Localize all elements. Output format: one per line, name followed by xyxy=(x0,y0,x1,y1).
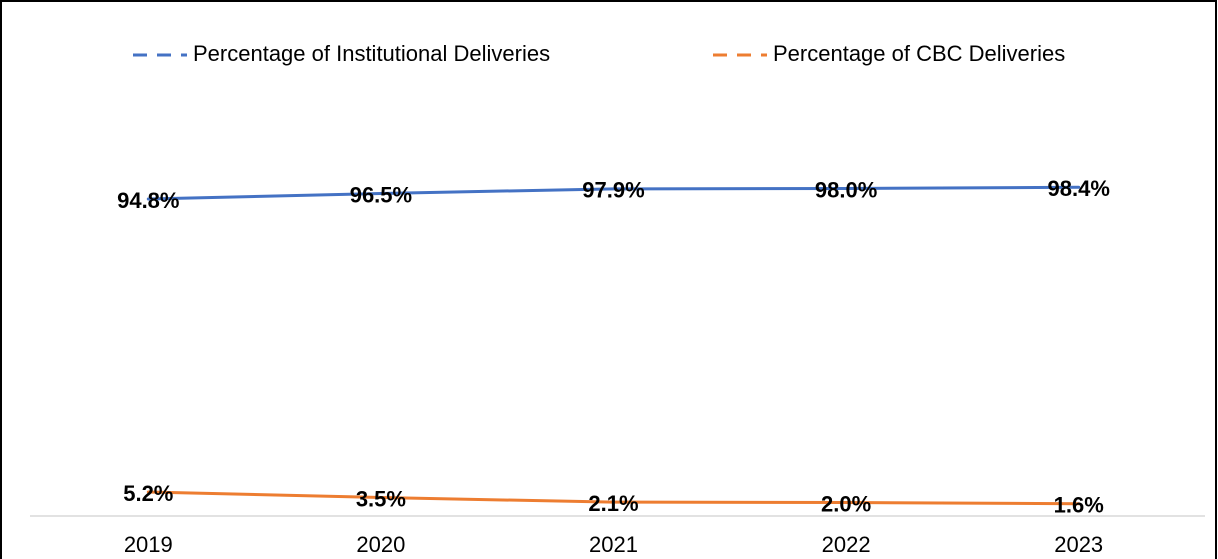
x-tick-label: 2020 xyxy=(356,532,405,557)
data-label: 98.4% xyxy=(1048,176,1110,201)
data-label: 5.2% xyxy=(123,481,173,506)
legend-label: Percentage of Institutional Deliveries xyxy=(193,41,550,66)
data-label: 3.5% xyxy=(356,486,406,511)
data-label: 97.9% xyxy=(582,178,644,203)
data-label: 98.0% xyxy=(815,177,877,202)
x-tick-label: 2021 xyxy=(589,532,638,557)
x-tick-label: 2023 xyxy=(1054,532,1103,557)
x-tick-label: 2019 xyxy=(124,532,173,557)
data-label: 2.0% xyxy=(821,491,871,516)
data-label: 1.6% xyxy=(1054,493,1104,518)
series-line xyxy=(146,185,1081,201)
data-label: 2.1% xyxy=(588,491,638,516)
series-line xyxy=(146,490,1081,506)
data-label: 96.5% xyxy=(350,182,412,207)
data-label: 94.8% xyxy=(117,188,179,213)
legend-label: Percentage of CBC Deliveries xyxy=(773,41,1065,66)
x-tick-label: 2022 xyxy=(822,532,871,557)
